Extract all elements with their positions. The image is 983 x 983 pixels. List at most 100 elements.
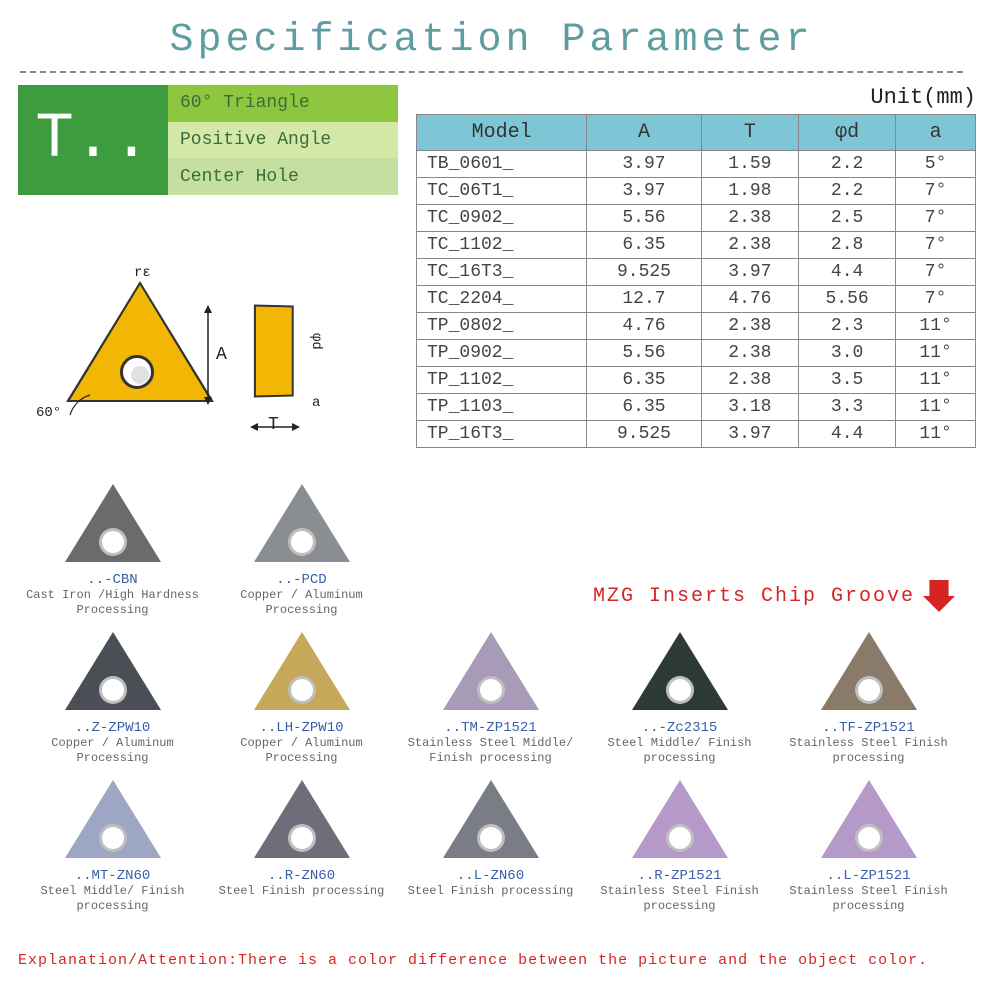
- table-cell: 2.38: [701, 340, 798, 367]
- insert-code: ..R-ZP1521: [585, 868, 774, 884]
- table-cell: 3.97: [701, 421, 798, 448]
- table-cell: 1.98: [701, 178, 798, 205]
- page-title: Specification Parameter: [0, 0, 983, 71]
- table-header: T: [701, 115, 798, 151]
- divider: [20, 71, 963, 73]
- insert-desc: Stainless Steel Middle/ Finish processin…: [396, 736, 585, 766]
- insert-row-1: ..-CBNCast Iron /High Hardness Processin…: [18, 478, 964, 618]
- insert-icon: [630, 626, 730, 716]
- insert-code: ..-CBN: [18, 572, 207, 588]
- insert-cell: ..LH-ZPW10Copper / Aluminum Processing: [207, 626, 396, 766]
- insert-cell: ..R-ZP1521Stainless Steel Finish process…: [585, 774, 774, 914]
- insert-desc: Cast Iron /High Hardness Processing: [18, 588, 207, 618]
- table-cell: 1.59: [701, 151, 798, 178]
- table-cell: 6.35: [587, 394, 702, 421]
- table-cell: TP_16T3_: [417, 421, 587, 448]
- unit-label: Unit(mm): [416, 85, 976, 110]
- table-row: TP_16T3_9.5253.974.411°: [417, 421, 976, 448]
- table-cell: 12.7: [587, 286, 702, 313]
- table-cell: 5.56: [587, 340, 702, 367]
- left-col: T.. 60° Triangle Positive Angle Center H…: [18, 85, 398, 195]
- table-cell: 4.4: [799, 259, 896, 286]
- table-cell: 2.8: [799, 232, 896, 259]
- insert-icon: [63, 774, 163, 864]
- table-cell: 2.3: [799, 313, 896, 340]
- table-row: TC_16T3_9.5253.974.47°: [417, 259, 976, 286]
- table-cell: 5°: [896, 151, 976, 178]
- insert-icon: [252, 774, 352, 864]
- table-header: a: [896, 115, 976, 151]
- table-cell: 7°: [896, 232, 976, 259]
- table-cell: 11°: [896, 421, 976, 448]
- insert-desc: Steel Middle/ Finish processing: [18, 884, 207, 914]
- table-cell: 5.56: [799, 286, 896, 313]
- table-cell: 7°: [896, 259, 976, 286]
- table-cell: 4.76: [587, 313, 702, 340]
- table-cell: 7°: [896, 286, 976, 313]
- table-cell: 2.5: [799, 205, 896, 232]
- table-cell: 11°: [896, 313, 976, 340]
- table-cell: 2.2: [799, 151, 896, 178]
- insert-desc: Steel Finish processing: [396, 884, 585, 899]
- table-row: TC_1102_6.352.382.87°: [417, 232, 976, 259]
- type-box: T.. 60° Triangle Positive Angle Center H…: [18, 85, 398, 195]
- insert-cell: ..MT-ZN60Steel Middle/ Finish processing: [18, 774, 207, 914]
- table-cell: 6.35: [587, 232, 702, 259]
- diag-label-A: A: [216, 345, 227, 365]
- insert-desc: Copper / Aluminum Processing: [18, 736, 207, 766]
- diag-label-60: 60°: [36, 405, 61, 421]
- insert-desc: Steel Middle/ Finish processing: [585, 736, 774, 766]
- insert-icon: [252, 626, 352, 716]
- table-cell: TC_16T3_: [417, 259, 587, 286]
- insert-icon: [63, 478, 163, 568]
- type-line-2: Positive Angle: [168, 122, 398, 159]
- insert-cell: ..L-ZP1521Stainless Steel Finish process…: [774, 774, 963, 914]
- insert-code: ..L-ZN60: [396, 868, 585, 884]
- table-row: TP_1103_6.353.183.311°: [417, 394, 976, 421]
- insert-diagram: rε A 60° φd a T: [30, 255, 390, 455]
- table-cell: 2.38: [701, 313, 798, 340]
- insert-desc: Stainless Steel Finish processing: [774, 736, 963, 766]
- table-cell: 3.3: [799, 394, 896, 421]
- insert-cell: ..-Zc2315Steel Middle/ Finish processing: [585, 626, 774, 766]
- table-cell: 6.35: [587, 367, 702, 394]
- insert-icon: [252, 478, 352, 568]
- insert-code: ..LH-ZPW10: [207, 720, 396, 736]
- table-header: Model: [417, 115, 587, 151]
- table-cell: 7°: [896, 205, 976, 232]
- insert-desc: Stainless Steel Finish processing: [585, 884, 774, 914]
- insert-icon: [441, 626, 541, 716]
- table-cell: 3.97: [701, 259, 798, 286]
- table-cell: 3.18: [701, 394, 798, 421]
- insert-code: ..TF-ZP1521: [774, 720, 963, 736]
- table-cell: 2.38: [701, 367, 798, 394]
- table-cell: TC_0902_: [417, 205, 587, 232]
- table-row: TP_0802_4.762.382.311°: [417, 313, 976, 340]
- table-row: TP_1102_6.352.383.511°: [417, 367, 976, 394]
- table-cell: 2.38: [701, 232, 798, 259]
- table-cell: 3.97: [587, 178, 702, 205]
- insert-cell: ..-CBNCast Iron /High Hardness Processin…: [18, 478, 207, 618]
- table-cell: TB_0601_: [417, 151, 587, 178]
- type-descriptions: 60° Triangle Positive Angle Center Hole: [168, 85, 398, 195]
- table-cell: TC_1102_: [417, 232, 587, 259]
- insert-code: ..Z-ZPW10: [18, 720, 207, 736]
- insert-icon: [819, 774, 919, 864]
- diag-label-a: a: [312, 395, 320, 411]
- diag-label-phid: φd: [308, 333, 324, 350]
- type-line-3: Center Hole: [168, 158, 398, 195]
- table-row: TB_0601_3.971.592.25°: [417, 151, 976, 178]
- insert-grid: ..-CBNCast Iron /High Hardness Processin…: [18, 478, 964, 922]
- insert-row-2: ..Z-ZPW10Copper / Aluminum Processing..L…: [18, 626, 964, 766]
- table-cell: 4.4: [799, 421, 896, 448]
- insert-cell: ..Z-ZPW10Copper / Aluminum Processing: [18, 626, 207, 766]
- insert-code: ..-PCD: [207, 572, 396, 588]
- table-header: φd: [799, 115, 896, 151]
- table-cell: 2.38: [701, 205, 798, 232]
- insert-icon: [630, 774, 730, 864]
- insert-cell: ..-PCDCopper / Aluminum Processing: [207, 478, 396, 618]
- table-cell: TP_0902_: [417, 340, 587, 367]
- insert-code: ..L-ZP1521: [774, 868, 963, 884]
- table-header: A: [587, 115, 702, 151]
- insert-code: ..MT-ZN60: [18, 868, 207, 884]
